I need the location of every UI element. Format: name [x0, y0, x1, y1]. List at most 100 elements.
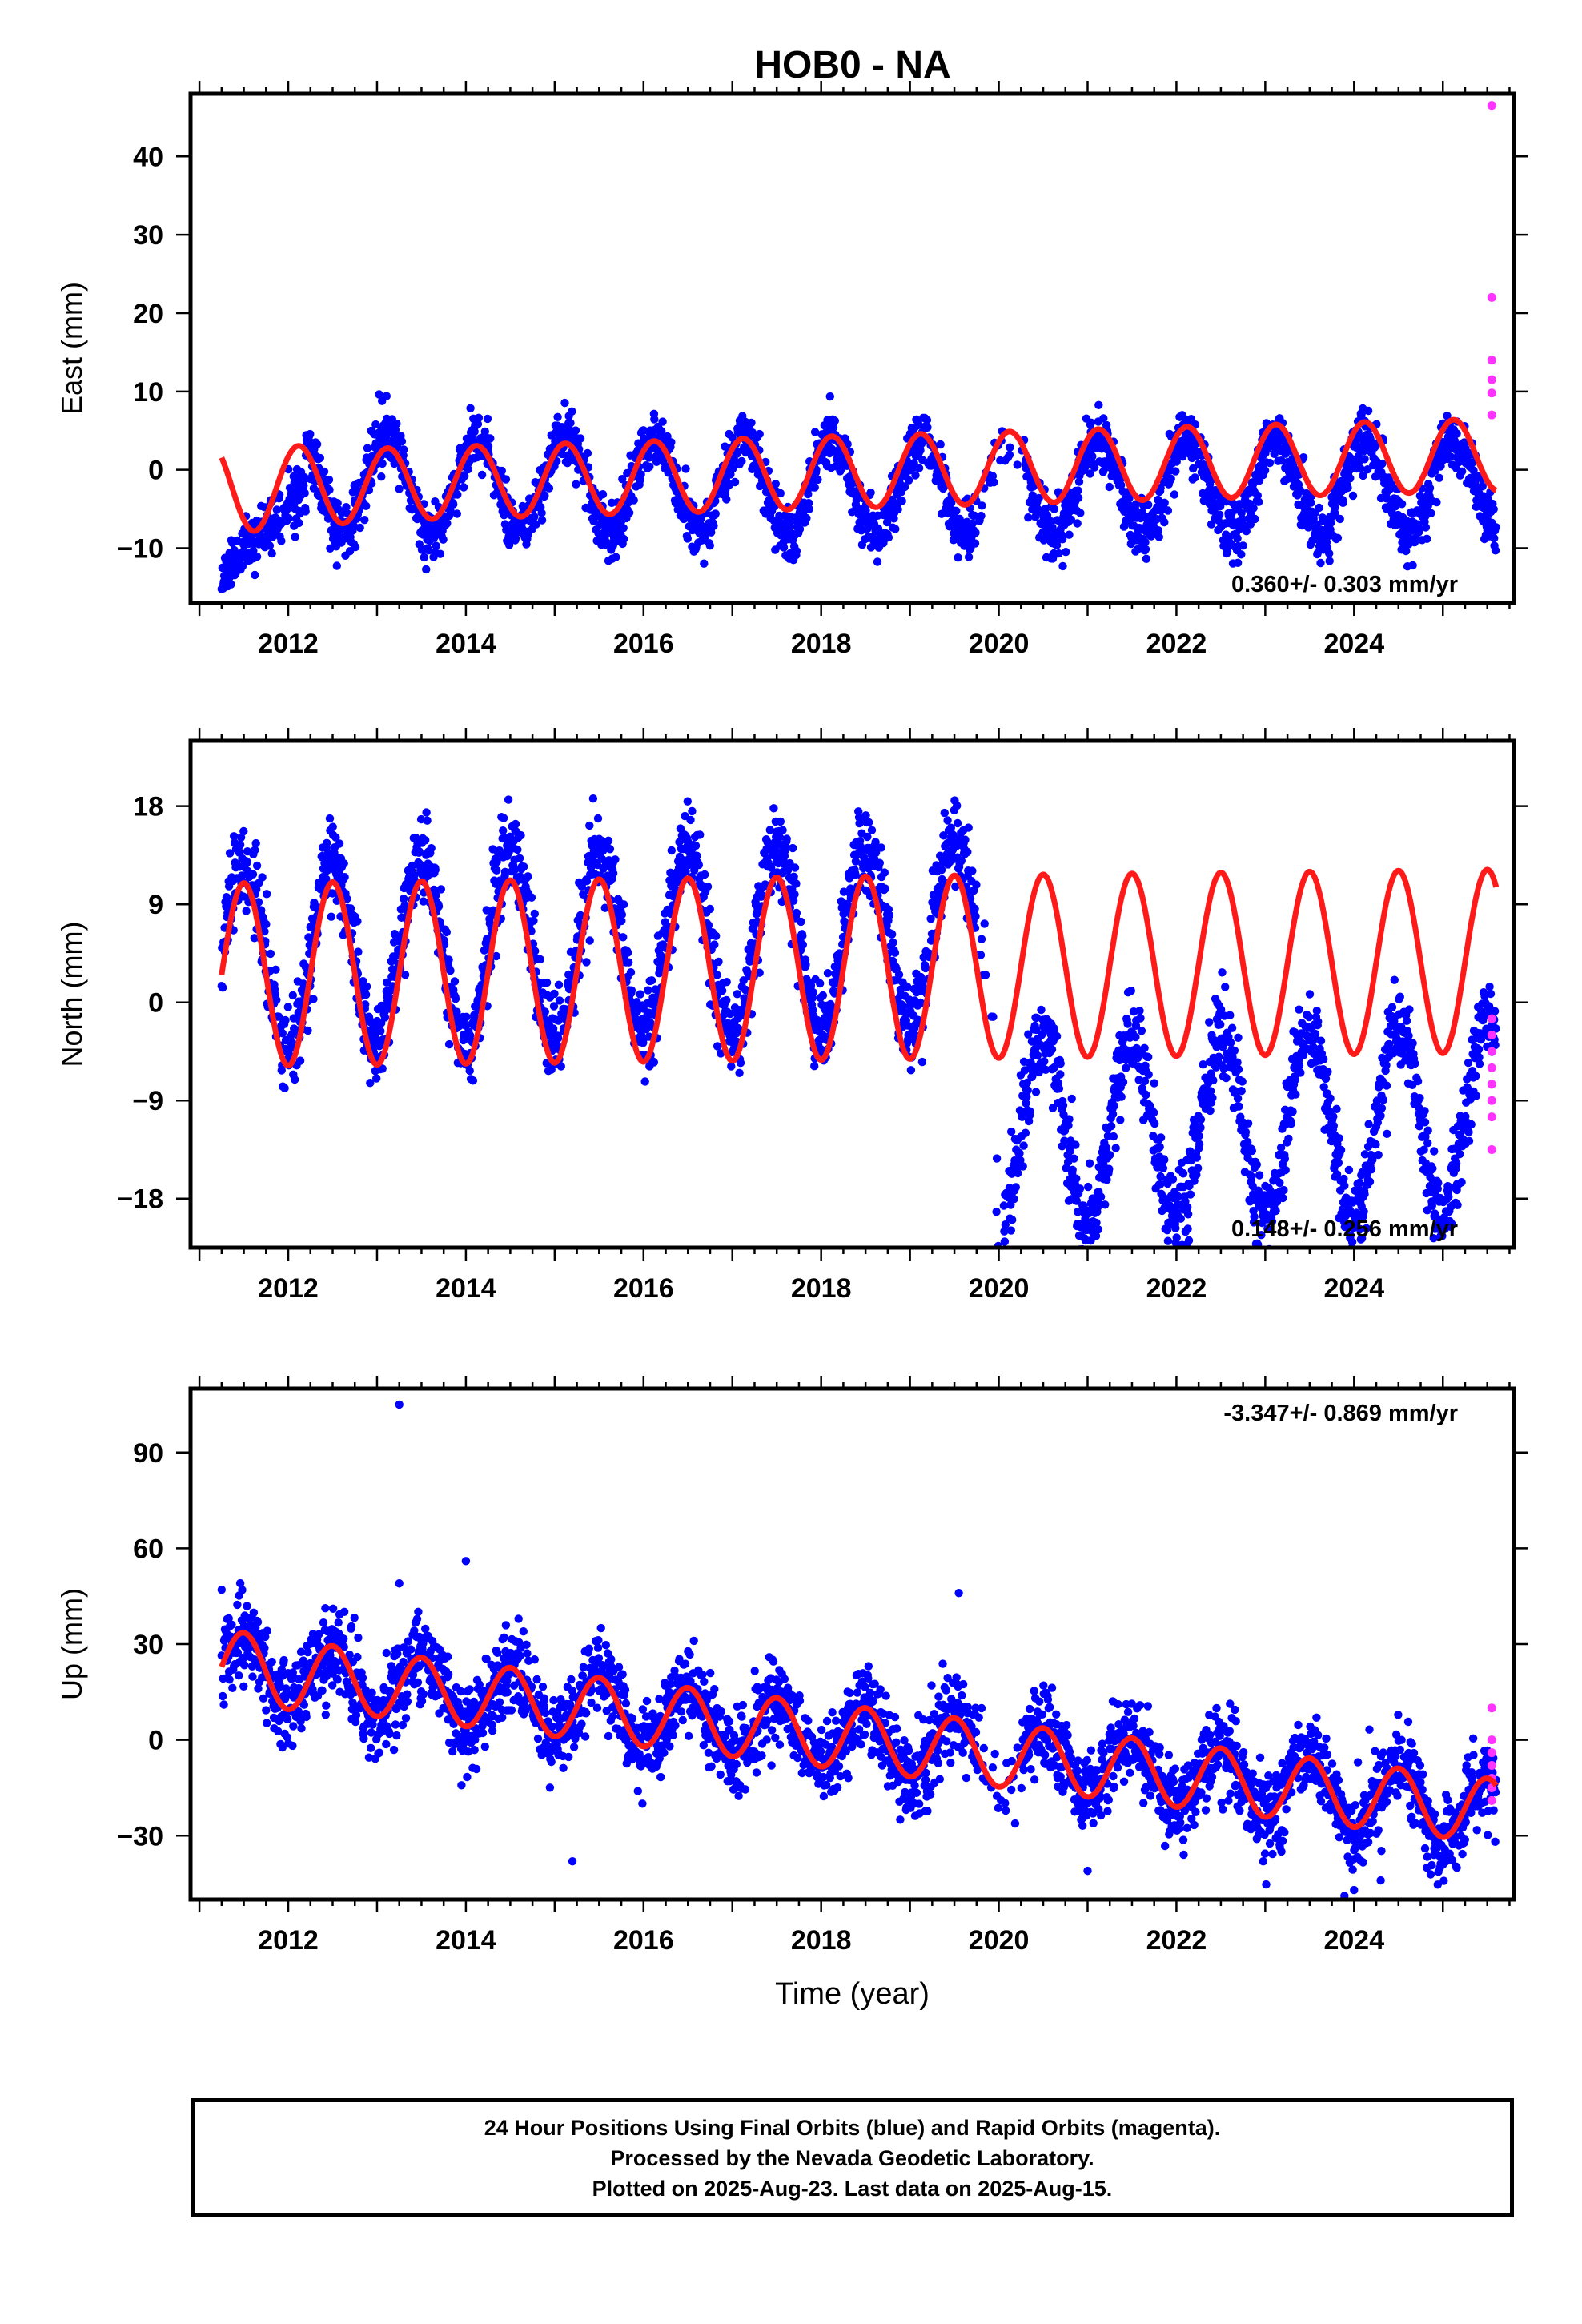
data-point	[1101, 1200, 1110, 1209]
data-point	[1066, 515, 1076, 524]
data-point	[432, 541, 440, 550]
data-point	[252, 552, 262, 561]
data-point	[696, 830, 705, 839]
data-point	[464, 464, 472, 474]
rapid-orbit-point	[1487, 356, 1496, 365]
data-point	[376, 1027, 385, 1035]
data-point	[309, 995, 318, 1003]
data-point	[1047, 1045, 1057, 1054]
data-point	[636, 470, 645, 479]
data-point	[295, 1056, 305, 1065]
data-point	[436, 885, 445, 894]
data-point	[779, 543, 789, 552]
data-point	[1251, 514, 1259, 524]
data-point	[1067, 1094, 1076, 1104]
data-point	[400, 971, 410, 979]
data-point	[1058, 561, 1067, 571]
data-point	[1215, 510, 1224, 519]
data-point	[553, 1034, 563, 1043]
data-point	[1346, 474, 1355, 483]
data-point	[710, 940, 719, 949]
data-point	[1325, 549, 1334, 558]
y-tick-label: 30	[133, 220, 163, 251]
data-point	[1339, 498, 1347, 507]
data-point	[904, 476, 913, 485]
data-point	[513, 845, 522, 854]
x-tick-label: 2024	[1323, 629, 1384, 659]
panel-0: 2012 2014 2016 2018 2020 2022 2024−10010203040…	[55, 81, 1528, 659]
data-point	[382, 392, 391, 400]
data-point	[963, 847, 972, 857]
data-point	[954, 553, 962, 562]
data-point	[608, 869, 618, 878]
data-point	[810, 1062, 819, 1071]
data-point	[1484, 494, 1492, 503]
data-point	[235, 840, 245, 850]
data-point	[1160, 498, 1169, 507]
data-point	[619, 933, 628, 942]
data-point	[890, 948, 900, 957]
data-point	[492, 866, 501, 875]
data-point	[571, 426, 580, 435]
data-point	[782, 834, 791, 843]
data-point	[1105, 1164, 1114, 1173]
data-point	[548, 1024, 558, 1033]
data-point	[926, 915, 935, 923]
data-point	[1074, 486, 1082, 495]
data-point	[281, 1015, 290, 1025]
data-point	[427, 844, 436, 853]
data-point	[1109, 1132, 1118, 1141]
data-point	[977, 935, 986, 943]
data-point	[324, 475, 334, 485]
data-point	[906, 1066, 916, 1075]
data-point	[395, 485, 404, 493]
data-point	[769, 804, 778, 813]
data-point	[1094, 400, 1103, 409]
data-point	[340, 873, 349, 882]
data-point	[1006, 443, 1014, 452]
data-point	[1125, 493, 1134, 503]
data-point	[1348, 491, 1358, 501]
data-point	[735, 1068, 744, 1078]
data-point	[1307, 498, 1315, 507]
data-point	[825, 392, 835, 401]
data-point	[280, 1084, 289, 1092]
data-point	[1237, 550, 1246, 559]
data-point	[650, 415, 659, 424]
data-point	[392, 419, 401, 428]
data-point	[363, 444, 372, 452]
data-point	[371, 420, 380, 429]
data-point	[583, 448, 592, 458]
data-point	[730, 477, 740, 487]
y-tick-label: 40	[133, 142, 163, 172]
data-point	[248, 870, 258, 879]
data-point	[894, 970, 904, 979]
data-point	[323, 838, 331, 848]
data-point	[450, 977, 460, 986]
data-point	[936, 440, 945, 449]
data-point	[1054, 1084, 1064, 1093]
data-point	[1065, 530, 1074, 539]
data-point	[335, 839, 344, 848]
data-point	[705, 904, 714, 914]
data-point	[1141, 545, 1150, 553]
data-point	[422, 808, 431, 817]
data-point	[881, 884, 889, 893]
rapid-orbit-point	[1487, 410, 1496, 420]
data-point	[629, 496, 638, 505]
data-point	[1023, 1086, 1032, 1095]
x-tick-label: 2014	[436, 629, 496, 659]
data-point	[1086, 469, 1094, 478]
data-point	[291, 533, 299, 541]
data-point	[516, 830, 525, 840]
data-point	[711, 509, 720, 518]
data-point	[914, 464, 924, 472]
data-point	[397, 437, 407, 446]
data-point	[922, 416, 932, 424]
data-point	[619, 534, 628, 544]
data-point	[798, 931, 807, 940]
data-point	[566, 419, 575, 428]
data-point	[1075, 1184, 1085, 1193]
data-point	[1071, 1140, 1080, 1149]
